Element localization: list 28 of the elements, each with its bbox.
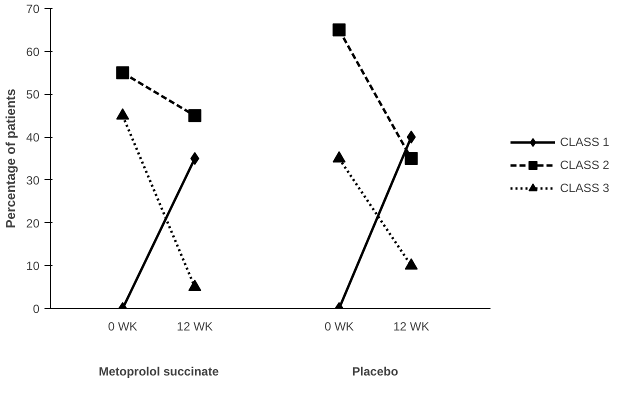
text: Metoprolol succinate [98,364,220,378]
y-tick-label: 50 [26,88,40,102]
point [404,152,418,165]
point [190,152,200,165]
y-tick-label: 70 [26,2,40,16]
y-axis-title: Percentage of patients [3,88,18,228]
point [404,258,418,270]
y-tick-label: 40 [26,130,40,145]
point [332,23,346,36]
y-tick-label: 0 [32,302,40,316]
x-tick-label: 0 WK [324,320,354,334]
legend-label: CLASS 1 [560,135,610,149]
x-tick-label: 12 WK [176,320,213,334]
legend-label: CLASS 2 [560,158,610,172]
legend-label: CLASS 3 [560,181,610,195]
point [406,130,416,144]
y-tick-label: 60 [26,44,40,59]
x-tick-label: 12 WK [393,320,430,334]
point [116,108,130,120]
point [188,109,202,122]
y-tick-label: 30 [26,173,40,188]
y-tick-label: 10 [26,259,40,274]
point [116,66,130,80]
x-tick-label: 0 WK [108,320,138,334]
point [332,151,346,162]
point [188,280,202,292]
text: Placebo [352,364,398,378]
y-tick-label: 20 [26,216,40,230]
